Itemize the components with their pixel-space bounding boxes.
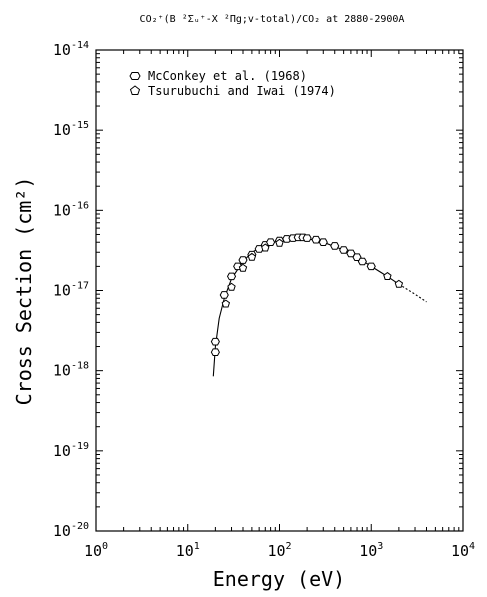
hexagon-marker [210, 337, 220, 346]
x-axis-label: Energy (eV) [213, 567, 345, 591]
hexagon-marker [238, 256, 248, 264]
legend-label-mcconkey: McConkey et al. (1968) [148, 69, 307, 83]
x-tick-label: 104 [451, 541, 475, 560]
y-tick-label: 10-16 [53, 200, 89, 219]
x-tick-label: 102 [267, 541, 291, 560]
x-tick-label: 101 [176, 541, 200, 560]
pentagon-marker [227, 282, 236, 291]
x-tick-label: 103 [359, 541, 383, 560]
y-tick-label: 10-20 [53, 521, 89, 540]
hexagon-marker [311, 235, 321, 244]
pentagon-marker [221, 299, 231, 308]
hexagon-marker [346, 249, 356, 258]
pentagon-marker [383, 271, 392, 280]
legend-item-tsurubuchi: Tsurubuchi and Iwai (1974) [129, 84, 336, 98]
legend-marker-pentagon [129, 85, 141, 95]
hexagon-marker [357, 257, 367, 266]
legend-item-mcconkey: McConkey et al. (1968) [129, 69, 307, 83]
pentagon-marker [275, 238, 284, 247]
y-tick-label: 10-19 [53, 441, 89, 460]
y-tick-label: 10-18 [53, 361, 89, 380]
chart-title: CO₂⁺(B ²Σᵤ⁺-X ²Πg;v-total)/CO₂ at 2880-2… [140, 14, 405, 25]
hexagon-marker [318, 238, 328, 247]
pentagon-marker [261, 243, 270, 252]
legend-marker-hexagon [129, 72, 141, 80]
x-tick-label: 100 [84, 541, 108, 560]
extrapolation-curve [398, 283, 427, 303]
y-tick-label: 10-15 [53, 120, 89, 139]
pentagon-marker [394, 279, 404, 288]
hexagon-marker [352, 253, 362, 262]
legend: McConkey et al. (1968) Tsurubuchi and Iw… [129, 69, 336, 98]
pentagon-marker [247, 252, 257, 261]
hexagon-marker [366, 262, 376, 271]
data-markers [210, 233, 404, 356]
y-tick-label: 10-14 [53, 40, 89, 59]
y-tick-labels: 10-20 10-19 10-18 10-17 10-16 10-15 10-14 [53, 40, 89, 540]
y-axis-label: Cross Section (cm²) [12, 177, 36, 406]
hexagon-marker [219, 291, 229, 299]
pentagon-marker [238, 263, 248, 272]
y-tick-label: 10-17 [53, 281, 89, 300]
hexagon-marker [339, 246, 349, 254]
hexagon-marker [330, 242, 340, 250]
x-tick-labels: 100 101 102 103 104 [84, 541, 475, 560]
hexagon-marker [266, 238, 276, 247]
hexagon-marker [210, 348, 220, 356]
legend-label-tsurubuchi: Tsurubuchi and Iwai (1974) [148, 84, 336, 98]
hexagon-marker [226, 272, 237, 281]
axis-ticks [95, 50, 463, 532]
plot-frame [95, 49, 464, 532]
hexagon-marker [302, 234, 312, 242]
